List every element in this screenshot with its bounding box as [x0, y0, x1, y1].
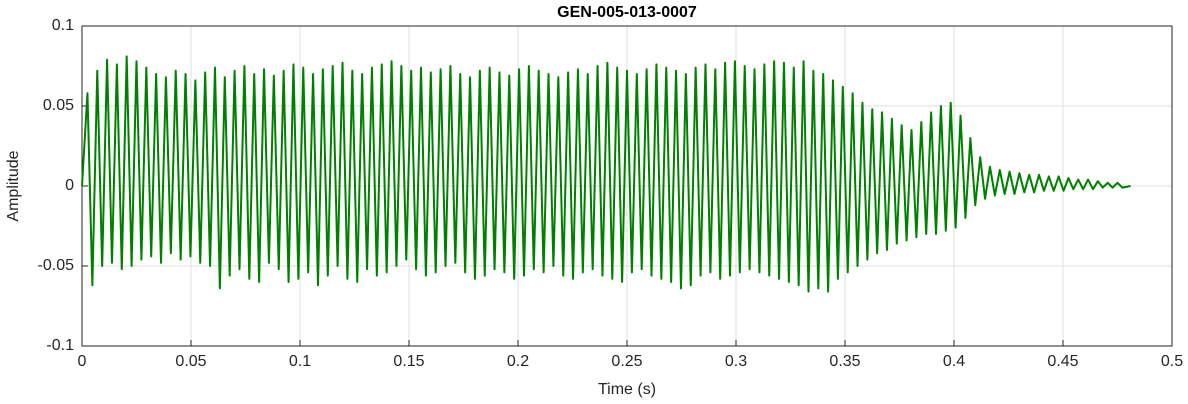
y-tick-label: 0.05 [43, 97, 74, 114]
y-tick-label: -0.05 [38, 257, 75, 274]
chart-title: GEN-005-013-0007 [557, 4, 697, 21]
x-tick-label: 0.25 [611, 353, 642, 370]
y-axis-label: Amplitude [5, 150, 22, 221]
waveform-line [81, 55, 1131, 293]
x-tick-label: 0.1 [289, 353, 311, 370]
x-tick-label: 0 [78, 353, 87, 370]
x-tick-label: 0.2 [507, 353, 529, 370]
y-tick-label: -0.1 [46, 337, 74, 354]
x-axis-label: Time (s) [598, 381, 656, 398]
x-tick-label: 0.45 [1047, 353, 1078, 370]
x-tick-label: 0.4 [943, 353, 965, 370]
x-tick-label: 0.35 [829, 353, 860, 370]
x-tick-label: 0.15 [393, 353, 424, 370]
x-tick-label: 0.05 [175, 353, 206, 370]
y-tick-label: 0.1 [52, 17, 74, 34]
x-tick-label: 0.5 [1161, 353, 1183, 370]
y-tick-label: 0 [65, 177, 74, 194]
x-tick-label: 0.3 [725, 353, 747, 370]
